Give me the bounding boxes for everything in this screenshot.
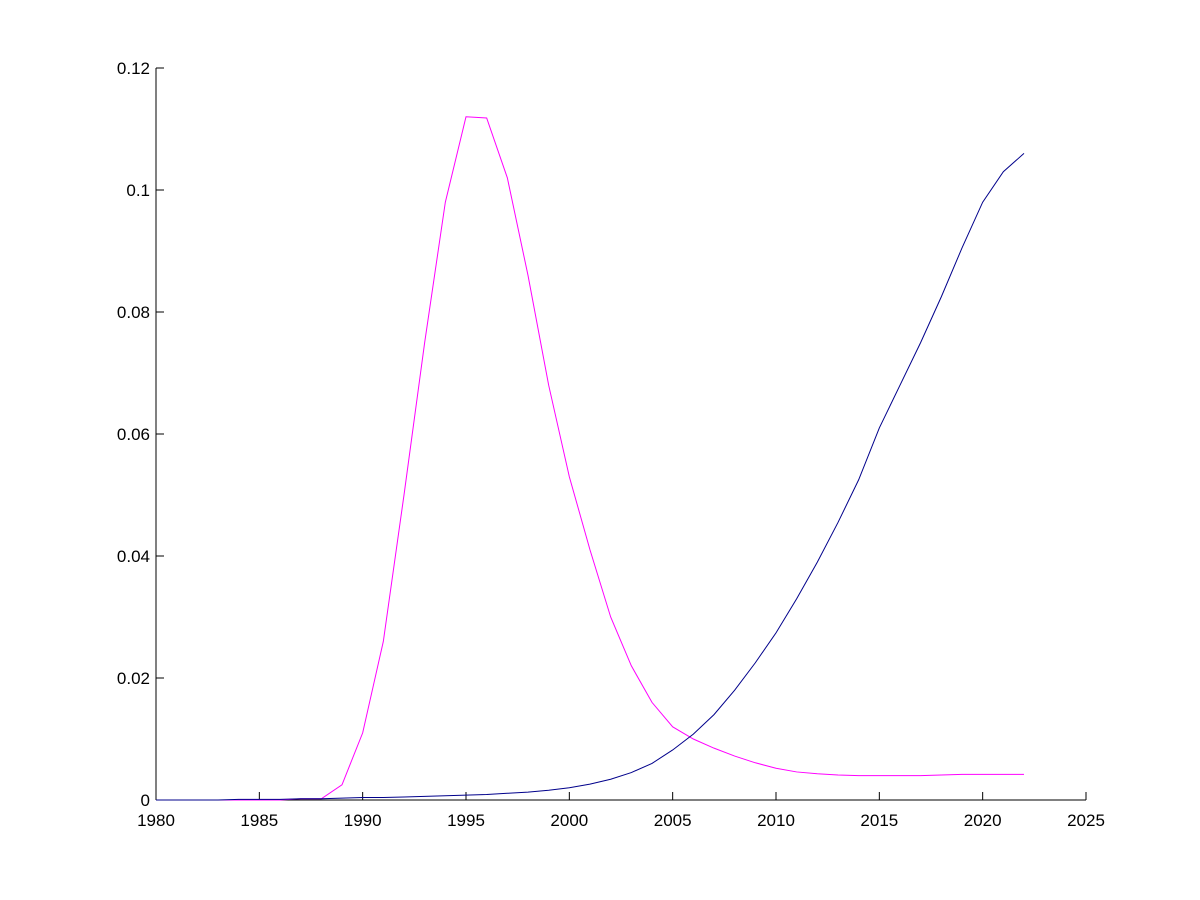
- y-tick-label: 0.1: [126, 181, 150, 200]
- x-tick-label: 1995: [447, 811, 485, 830]
- x-tick-label: 2020: [964, 811, 1002, 830]
- series-line: [156, 116, 1024, 801]
- y-tick-label: 0.02: [117, 669, 150, 688]
- x-tick-label: 2005: [654, 811, 692, 830]
- x-tick-label: 1985: [240, 811, 278, 830]
- x-tick-label: 2010: [757, 811, 795, 830]
- y-tick-label: 0.12: [117, 59, 150, 78]
- series-line: [156, 153, 1025, 801]
- x-tick-label: 1980: [137, 811, 175, 830]
- x-tick-label: 2000: [550, 811, 588, 830]
- y-tick-label: 0.06: [117, 425, 150, 444]
- y-tick-label: 0.08: [117, 303, 150, 322]
- x-tick-label: 2025: [1067, 811, 1105, 830]
- y-tick-label: 0.04: [117, 547, 150, 566]
- x-tick-label: 2015: [860, 811, 898, 830]
- x-tick-label: 1990: [344, 811, 382, 830]
- y-tick-label: 0: [141, 791, 150, 810]
